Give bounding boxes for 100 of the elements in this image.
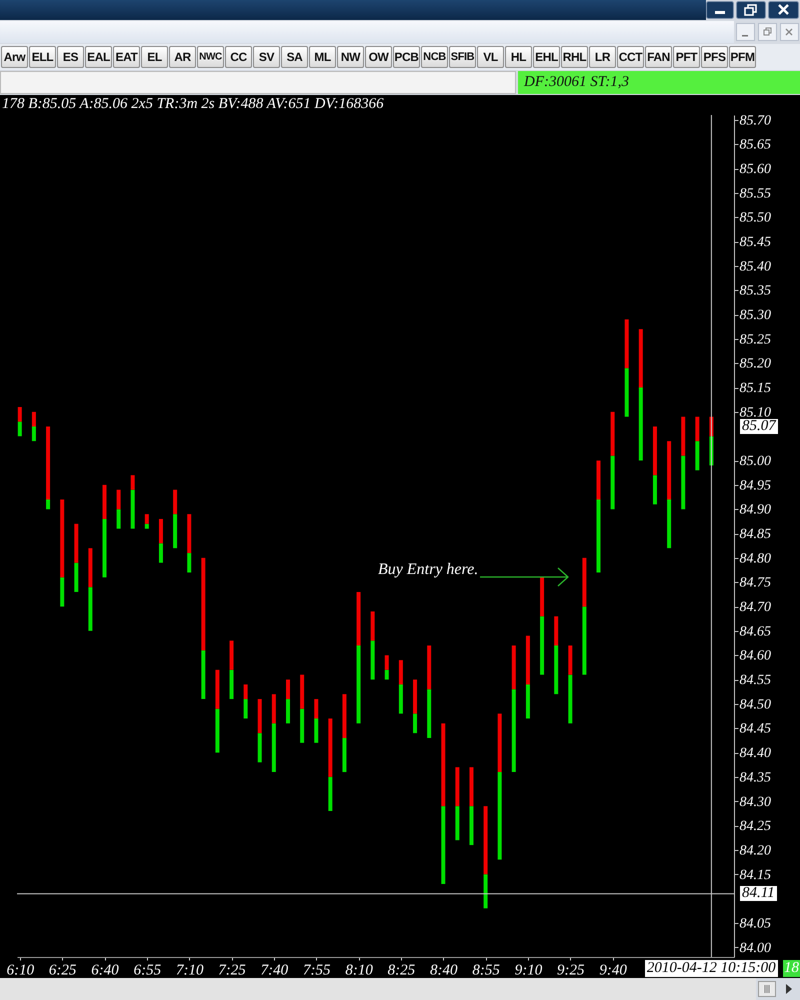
bar	[144, 514, 149, 524]
bar	[230, 670, 234, 700]
bar	[652, 475, 657, 504]
bar	[624, 368, 629, 417]
y-tick-label: 84.20	[740, 843, 771, 858]
ref-line-label: 84.11	[740, 885, 777, 902]
bar	[540, 577, 544, 616]
text: 18	[783, 960, 800, 977]
bar	[568, 674, 572, 724]
bar	[427, 646, 432, 690]
bar	[554, 616, 558, 646]
x-tick-label: 7:10	[176, 962, 204, 978]
button: LR	[589, 46, 616, 68]
bar	[173, 490, 178, 514]
x-tick-label: 6:40	[91, 962, 120, 978]
bar	[526, 684, 530, 719]
button: NW	[337, 46, 364, 68]
bar	[173, 514, 178, 548]
x-tick-label: 9:25	[557, 962, 586, 978]
bar	[498, 772, 502, 860]
bar	[596, 460, 601, 500]
bar	[244, 699, 248, 719]
button: SFIB	[449, 46, 476, 68]
bar	[102, 518, 107, 578]
x-tick-label: 8:25	[388, 962, 416, 978]
y-tick-label: 85.35	[740, 284, 771, 299]
y-tick-label: 84.30	[740, 794, 771, 810]
bar	[258, 733, 262, 762]
bar	[512, 646, 516, 690]
bar	[695, 416, 700, 442]
bar	[342, 694, 346, 738]
bar	[18, 407, 22, 422]
bar	[469, 767, 474, 806]
bar	[130, 475, 135, 490]
x-tick-label: 6:55	[134, 962, 162, 978]
bar	[681, 456, 686, 510]
bar	[610, 412, 615, 456]
bar	[624, 319, 629, 368]
y-tick-label: 85.40	[740, 259, 771, 274]
text: DF:30061 ST:1,3	[524, 74, 629, 91]
button: SV	[253, 46, 280, 68]
button: PCB	[393, 46, 420, 68]
y-tick-label: 84.40	[740, 746, 771, 762]
button: NCB	[421, 46, 448, 68]
bar	[398, 660, 403, 684]
bar	[158, 518, 163, 544]
button: EL	[141, 46, 168, 68]
button: HL	[505, 46, 532, 68]
bar	[667, 499, 672, 548]
bar	[384, 655, 389, 670]
x-tick-label: 7:25	[218, 962, 246, 978]
annotation: Buy Entry here.	[378, 561, 478, 579]
bar	[130, 490, 135, 529]
y-tick-label: 84.05	[740, 916, 771, 932]
y-tick-label: 84.85	[740, 527, 771, 542]
y-tick-label: 85.00	[740, 454, 771, 470]
button: FAN	[645, 46, 672, 68]
y-tick-label: 84.80	[740, 551, 771, 566]
bar	[230, 640, 234, 670]
bar	[286, 680, 290, 700]
bar	[158, 543, 163, 563]
x-tick-label: 7:40	[260, 962, 289, 978]
bar	[201, 558, 206, 650]
bar	[540, 616, 544, 675]
y-tick-label: 85.45	[740, 235, 771, 250]
x-tick-label: 7:55	[302, 962, 331, 978]
bar	[272, 723, 276, 772]
bar	[356, 646, 361, 724]
ref-line-label: 2010-04-12 10:15:00	[644, 960, 778, 977]
y-tick-label: 84.25	[740, 819, 771, 834]
button: SA	[281, 46, 308, 68]
bar	[554, 646, 558, 694]
y-tick-label: 84.50	[740, 697, 771, 712]
y-tick-label: 84.75	[740, 576, 771, 591]
x-tick-label: 9:40	[599, 962, 628, 978]
button: NWC	[197, 46, 224, 68]
y-tick-label: 85.70	[740, 113, 771, 128]
y-tick-label: 84.00	[740, 940, 771, 956]
bar	[512, 689, 516, 772]
x-tick-label: 6:10	[6, 962, 35, 978]
bar	[244, 684, 248, 700]
y-tick-label: 85.10	[740, 405, 771, 420]
x-tick-label: 9:10	[514, 962, 543, 978]
bar	[116, 490, 121, 510]
y-tick-label: 85.55	[740, 186, 771, 202]
button: PFS	[701, 46, 728, 68]
bar	[314, 699, 318, 719]
button: ELL	[29, 46, 56, 68]
bar	[215, 708, 220, 753]
button: EHL	[533, 46, 560, 68]
bar	[144, 524, 149, 529]
bar	[272, 694, 276, 724]
button: PFT	[673, 46, 700, 68]
y-tick-label: 84.90	[740, 502, 771, 518]
button: CC	[225, 46, 252, 68]
bar	[695, 441, 700, 470]
y-tick-label: 84.95	[740, 478, 771, 494]
bar	[413, 680, 418, 714]
bar	[455, 767, 460, 806]
bar	[469, 806, 474, 846]
